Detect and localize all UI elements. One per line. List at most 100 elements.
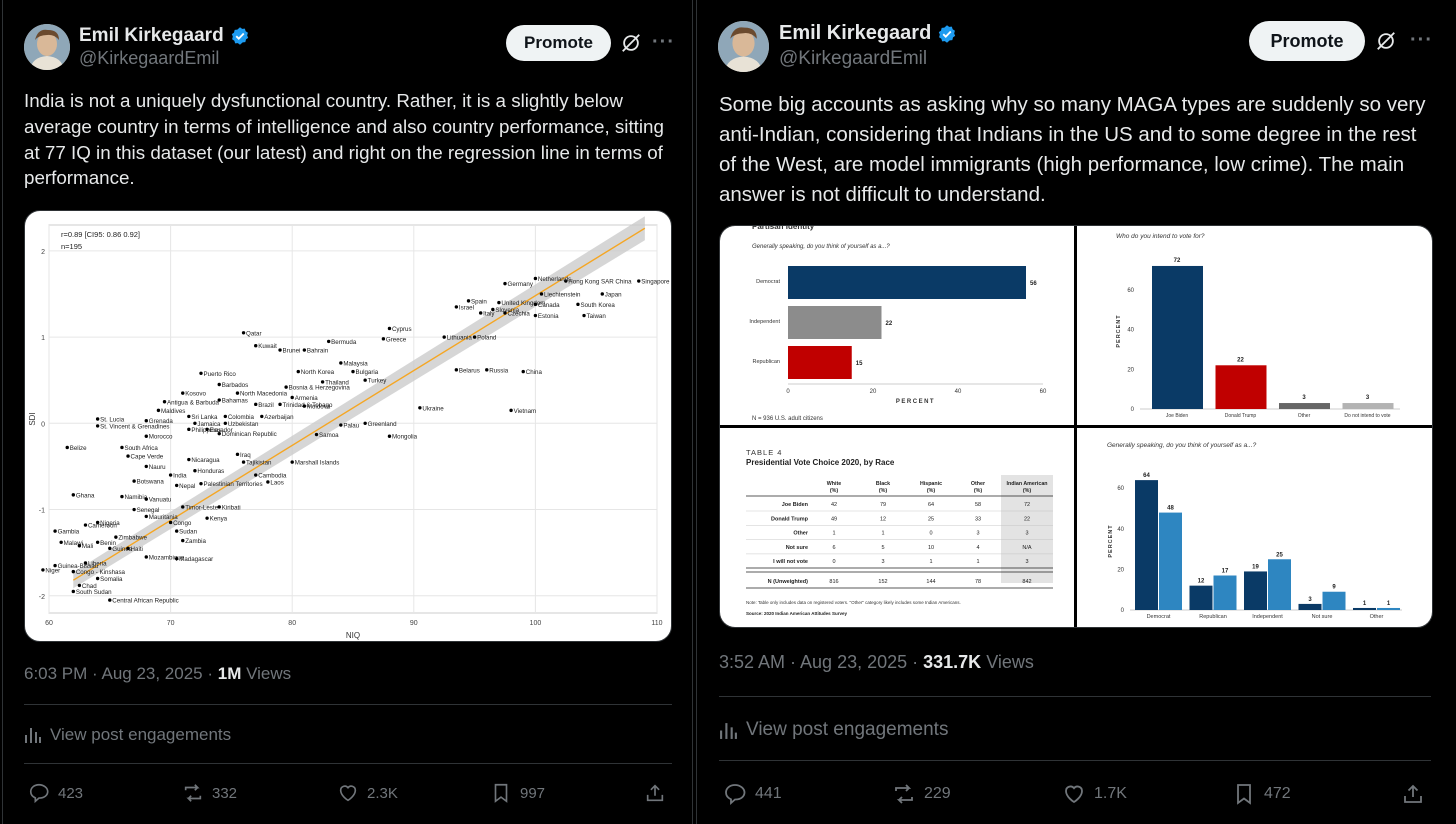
data-point	[217, 431, 221, 436]
share-button[interactable]	[644, 782, 666, 804]
avatar[interactable]	[24, 24, 70, 70]
data-point	[95, 417, 100, 421]
bar	[1298, 603, 1322, 610]
data-point-label: Gambia	[58, 529, 80, 536]
avatar[interactable]	[718, 21, 769, 72]
data-point-label: Brazil	[258, 402, 273, 409]
bar	[1322, 591, 1346, 610]
category-label: Other	[1298, 413, 1311, 419]
data-point-label: South Sudan	[76, 589, 112, 596]
like-button[interactable]: 1.7K	[1062, 782, 1127, 806]
y-tick-label: -2	[39, 594, 45, 601]
data-point-label: Jamaica	[197, 421, 221, 428]
table-cell: 42	[831, 502, 837, 508]
data-point-label: Singapore	[641, 279, 670, 286]
post-timestamp[interactable]: 6:03 PM · Aug 23, 2025 ·	[24, 664, 218, 683]
repost-button[interactable]: 332	[182, 782, 237, 804]
data-point	[174, 529, 179, 533]
data-point	[53, 563, 57, 568]
bar	[1377, 607, 1400, 610]
data-point	[533, 276, 538, 281]
data-point	[381, 337, 386, 341]
data-point	[120, 494, 124, 499]
data-point	[266, 480, 270, 484]
category-label: Democrat	[756, 279, 780, 285]
data-point-label: Russia	[489, 367, 508, 374]
author-handle[interactable]: @KirkegaardEmil	[79, 48, 220, 68]
data-point	[235, 391, 240, 395]
data-point-label: Nicaragua	[191, 457, 220, 464]
table-cell: 1	[881, 531, 884, 537]
post-media-scatter[interactable]: 60 70 80 90 100 110 -2 -1 0 1 2 NIQ SDI r=0.89 [CI95:…	[24, 210, 672, 642]
x-axis-label: PERCENT	[896, 399, 935, 405]
promote-button[interactable]: Promote	[1249, 21, 1365, 61]
table-cell: N (Unweighted)	[768, 579, 808, 585]
data-point-label: Uzbekistan	[228, 421, 259, 428]
more-options-icon[interactable]: ···	[652, 31, 675, 53]
separator	[24, 704, 672, 705]
bar	[1159, 512, 1182, 610]
post-text: India is not a uniquely dysfunctional co…	[24, 90, 664, 189]
table-cell: N/A	[1022, 545, 1032, 551]
data-point	[95, 520, 100, 525]
data-point	[83, 561, 88, 565]
data-point	[83, 523, 88, 527]
data-point	[576, 302, 580, 307]
view-engagements-link[interactable]: View post engagements	[719, 719, 948, 741]
bar	[788, 346, 852, 379]
data-point-label: Ghana	[76, 492, 95, 499]
data-point	[144, 514, 148, 519]
reply-button[interactable]: 441	[723, 782, 782, 806]
author-name[interactable]: Emil Kirkegaard	[779, 22, 932, 44]
column-divider-middle-2	[696, 0, 697, 824]
separator	[24, 763, 672, 764]
share-button[interactable]	[1401, 782, 1425, 806]
data-point-label: St. Lucia	[100, 417, 125, 424]
post-media-grid[interactable]: Partisan Identity Generally speaking, do …	[719, 225, 1433, 628]
repost-button[interactable]: 229	[892, 782, 951, 806]
grok-icon[interactable]	[620, 32, 642, 54]
data-point	[144, 434, 148, 438]
author-name-row[interactable]: Emil Kirkegaard	[779, 22, 957, 45]
more-options-icon[interactable]: ···	[1410, 29, 1433, 51]
data-point	[387, 326, 392, 331]
data-point	[387, 434, 392, 438]
data-point-label: Liberia	[88, 560, 107, 567]
post-timestamp[interactable]: 3:52 AM · Aug 23, 2025 ·	[719, 652, 924, 672]
data-point-label: Cyprus	[392, 326, 412, 333]
x-tick-label: 0	[786, 389, 790, 395]
data-point	[95, 424, 100, 428]
grok-icon[interactable]	[1375, 30, 1397, 52]
bar-value-label: 22	[1237, 357, 1244, 363]
y-tick-label: 60	[1117, 486, 1124, 492]
bookmark-button[interactable]: 997	[490, 782, 545, 804]
author-name[interactable]: Emil Kirkegaard	[79, 25, 224, 46]
y-axis-label: PERCENT	[1116, 314, 1122, 347]
bar-value-label: 12	[1198, 579, 1205, 585]
author-handle[interactable]: @KirkegaardEmil	[779, 48, 928, 69]
bar-value-label: 3	[1302, 395, 1306, 401]
data-point	[485, 368, 489, 372]
promote-button[interactable]: Promote	[506, 25, 611, 61]
correlation-annotation: n=195	[61, 242, 82, 251]
data-point-label: Nauru	[149, 464, 166, 471]
data-point	[223, 414, 228, 419]
author-name-row[interactable]: Emil Kirkegaard	[79, 25, 250, 47]
data-point	[174, 483, 179, 488]
data-point-label: Central African Republic	[112, 598, 178, 605]
y-tick-label: 0	[1131, 407, 1135, 413]
data-point-label: United Kingdom	[501, 300, 545, 307]
bookmark-button[interactable]: 472	[1232, 782, 1291, 806]
bar-value-label: 56	[1030, 281, 1037, 287]
data-point-label: South Korea	[580, 302, 615, 309]
reply-button[interactable]: 423	[28, 782, 83, 804]
y-tick-label: 20	[1117, 567, 1124, 573]
data-point-label: Belarus	[459, 367, 480, 374]
x-tick-label: 40	[955, 389, 962, 395]
table-column-header: Black	[876, 481, 890, 487]
data-point-label: Grenada	[149, 418, 174, 425]
data-point	[418, 406, 422, 410]
data-point	[254, 473, 258, 477]
like-button[interactable]: 2.3K	[337, 782, 398, 804]
view-engagements-link[interactable]: View post engagements	[24, 725, 231, 745]
